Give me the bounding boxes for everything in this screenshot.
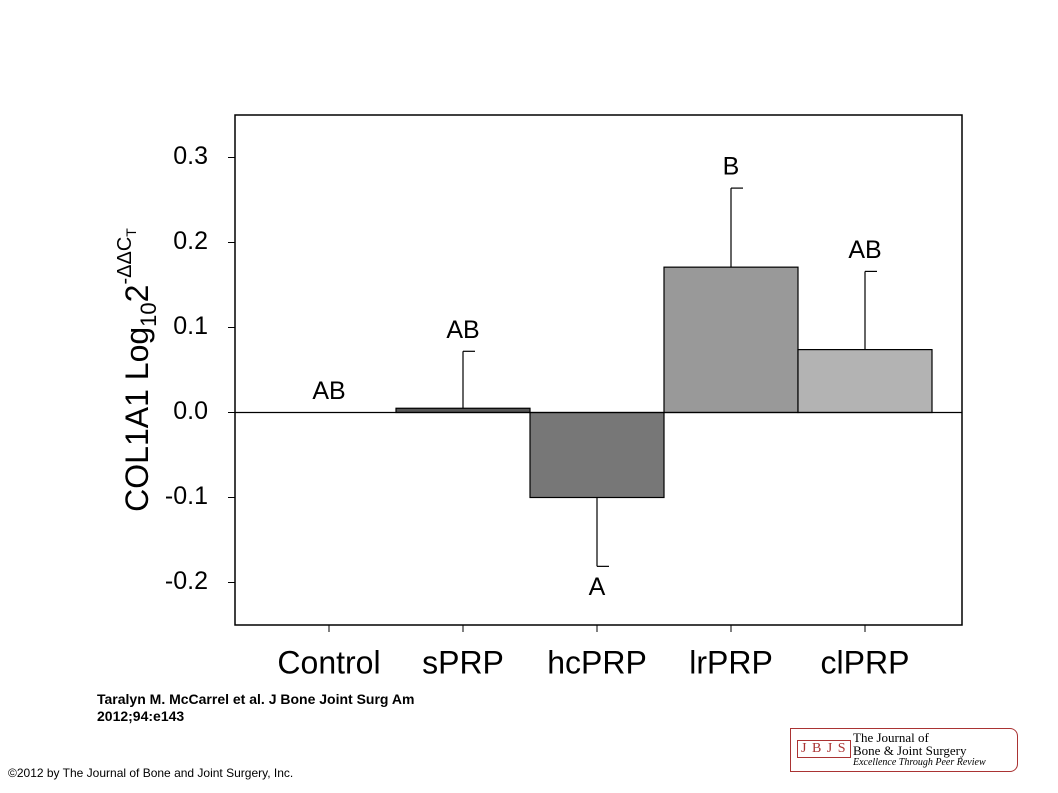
y-tick-label: 0.3 bbox=[173, 142, 208, 170]
citation: Taralyn M. McCarrel et al. J Bone Joint … bbox=[97, 691, 497, 725]
annotation: B bbox=[723, 153, 740, 181]
logo-text: Bone & Joint Surgery bbox=[853, 743, 967, 758]
logo-text: The Journal of bbox=[853, 730, 929, 745]
bar bbox=[395, 407, 531, 414]
y-axis-label-part: -ΔΔC bbox=[114, 237, 136, 285]
logo: J B J S The Journal of Bone & Joint Surg… bbox=[790, 728, 1018, 772]
copyright: ©2012 by The Journal of Bone and Joint S… bbox=[8, 766, 294, 780]
plot-frame bbox=[234, 114, 963, 626]
x-tick-label: lrPRP bbox=[689, 644, 773, 680]
citation-line: 2012;94:e143 bbox=[97, 708, 185, 724]
y-axis-label-part: 10 bbox=[136, 302, 161, 326]
y-axis-label: COL1A1 Log102-ΔΔCT bbox=[114, 228, 161, 512]
y-axis-label-part: COL1A1 Log bbox=[119, 327, 155, 512]
citation-line: Taralyn M. McCarrel et al. J Bone Joint … bbox=[97, 691, 415, 707]
logo-text: Excellence Through Peer Review bbox=[853, 757, 986, 768]
x-tick-label: clPRP bbox=[821, 644, 910, 680]
y-tick-label: 0.1 bbox=[173, 312, 208, 340]
bar bbox=[529, 411, 665, 499]
x-tick-label: Control bbox=[277, 644, 380, 680]
y-tick-label: 0.2 bbox=[173, 227, 208, 255]
annotation: AB bbox=[312, 377, 345, 405]
annotation: AB bbox=[848, 236, 881, 264]
y-axis-label-part: 2 bbox=[119, 285, 155, 303]
y-tick-label: 0.0 bbox=[173, 397, 208, 425]
annotation: AB bbox=[446, 316, 479, 344]
y-axis-label-part: T bbox=[123, 228, 139, 237]
y-tick-label: -0.2 bbox=[165, 567, 208, 595]
y-tick-label: -0.1 bbox=[165, 482, 208, 510]
x-tick-label: sPRP bbox=[422, 644, 504, 680]
x-tick-label: hcPRP bbox=[547, 644, 647, 680]
annotation: A bbox=[589, 573, 606, 601]
logo-abbr: J B J S bbox=[797, 740, 851, 758]
bar bbox=[663, 266, 799, 414]
bar bbox=[797, 349, 933, 414]
